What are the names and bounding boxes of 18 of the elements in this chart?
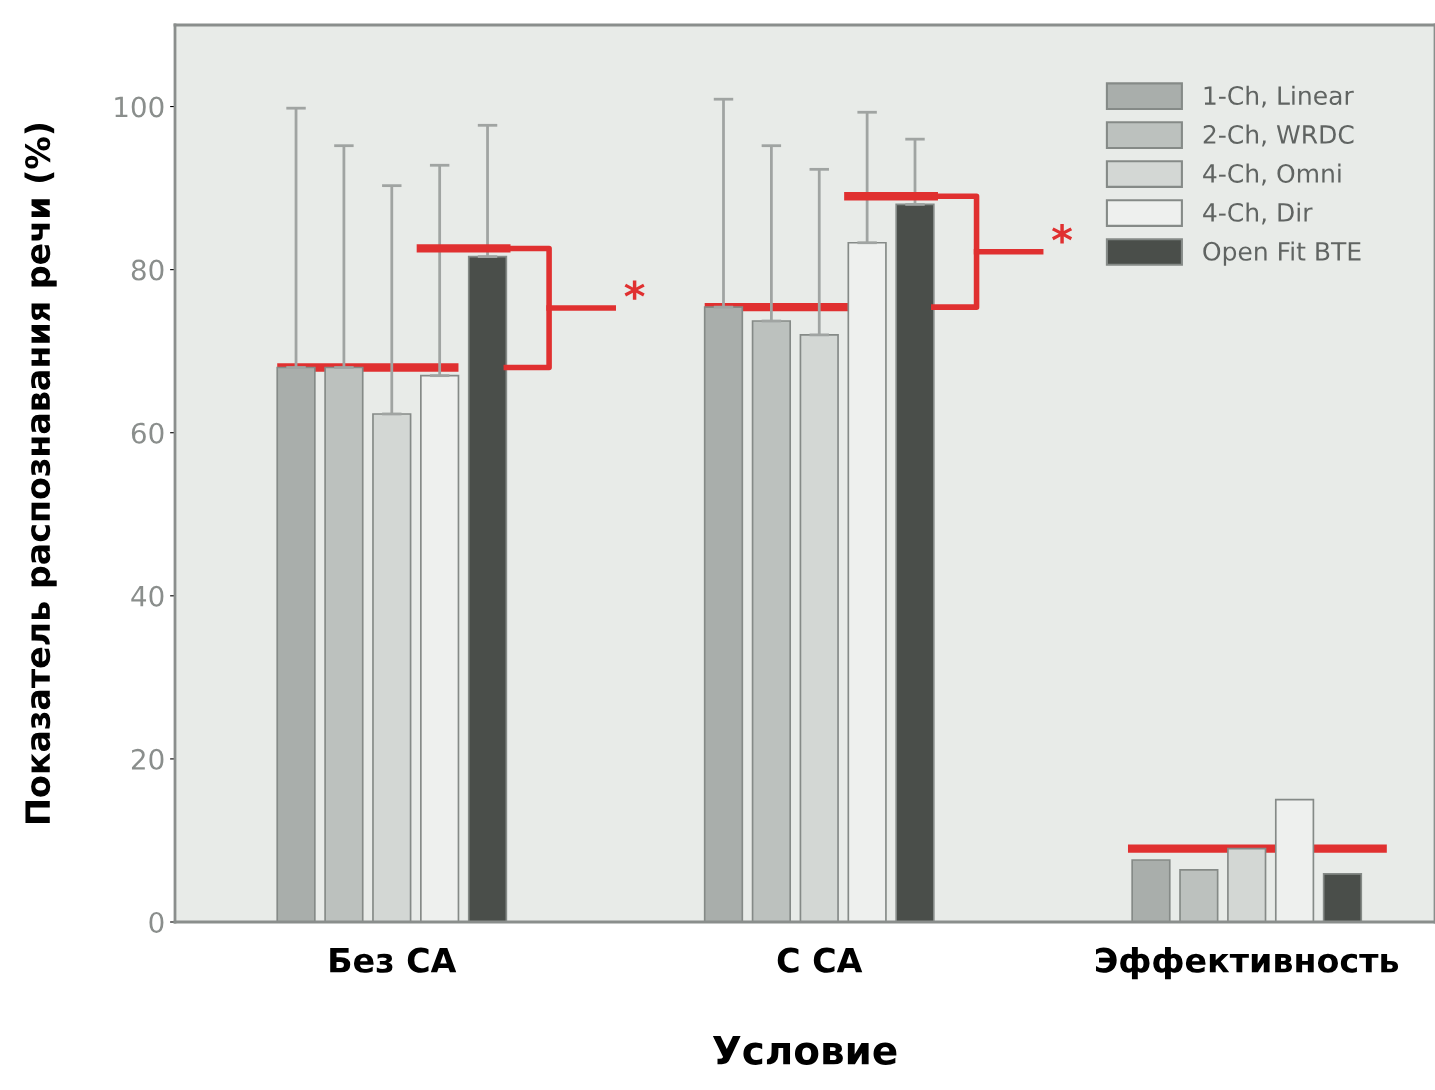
annotation: * [624, 280, 645, 300]
x-tick-label: Эффективность [1095, 947, 1399, 980]
legend-label: 4-Ch, Dir [1203, 202, 1313, 225]
y-tick-label: 100 [115, 96, 164, 118]
y-tick-label: 0 [149, 911, 164, 933]
legend-label: 1-Ch, Linear [1204, 85, 1354, 108]
y-tick-label: 20 [131, 748, 164, 770]
y-tick-label: 60 [131, 422, 164, 444]
legend-label: 4-Ch, Omni [1203, 163, 1341, 186]
annotation: * [1051, 224, 1073, 244]
y-tick-label: 80 [131, 259, 164, 281]
x-tick-label: Без СА [330, 947, 457, 973]
x-tick-label: С СА [777, 947, 863, 973]
legend-label: 2-Ch, WRDC [1203, 124, 1354, 147]
legend-label: Open Fit BTE [1203, 241, 1361, 266]
x-axis-title: Условие [712, 1036, 897, 1065]
y-axis-title: Показатель распознавания речи (%) [24, 123, 57, 823]
y-tick-label: 40 [131, 585, 164, 607]
